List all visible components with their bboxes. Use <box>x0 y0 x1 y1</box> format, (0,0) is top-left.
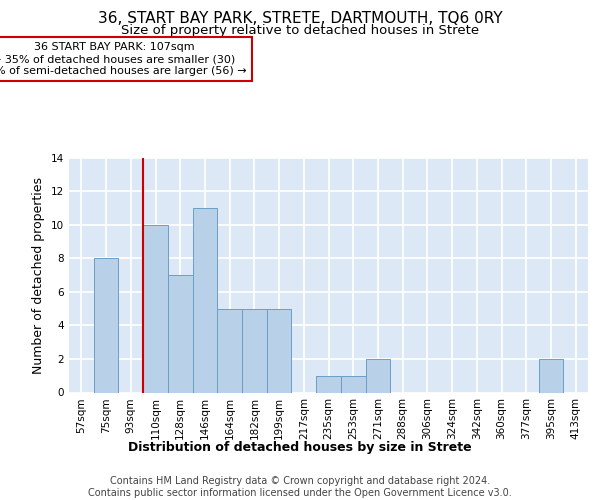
Text: Size of property relative to detached houses in Strete: Size of property relative to detached ho… <box>121 24 479 37</box>
Bar <box>539 359 563 392</box>
Bar <box>193 208 217 392</box>
Text: Contains HM Land Registry data © Crown copyright and database right 2024.
Contai: Contains HM Land Registry data © Crown c… <box>88 476 512 498</box>
Bar <box>94 258 118 392</box>
Text: 36 START BAY PARK: 107sqm
← 35% of detached houses are smaller (30)
65% of semi-: 36 START BAY PARK: 107sqm ← 35% of detac… <box>0 42 247 76</box>
Text: 36, START BAY PARK, STRETE, DARTMOUTH, TQ6 0RY: 36, START BAY PARK, STRETE, DARTMOUTH, T… <box>98 11 502 26</box>
Bar <box>242 308 267 392</box>
Bar <box>365 359 390 392</box>
Bar <box>168 275 193 392</box>
Bar <box>316 376 341 392</box>
Text: Distribution of detached houses by size in Strete: Distribution of detached houses by size … <box>128 441 472 454</box>
Bar <box>267 308 292 392</box>
Bar <box>143 224 168 392</box>
Bar <box>341 376 365 392</box>
Bar <box>217 308 242 392</box>
Y-axis label: Number of detached properties: Number of detached properties <box>32 176 46 374</box>
